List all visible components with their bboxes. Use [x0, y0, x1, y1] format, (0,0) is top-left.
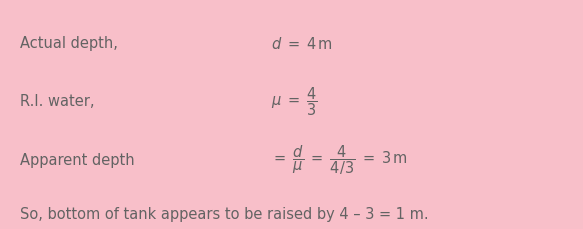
Text: $\mu\;=\;\dfrac{4}{3}$: $\mu\;=\;\dfrac{4}{3}$ [271, 86, 318, 118]
Text: Actual depth,: Actual depth, [20, 36, 118, 51]
Text: $d\;=\;4\,\mathrm{m}$: $d\;=\;4\,\mathrm{m}$ [271, 35, 333, 52]
Text: $=\;\dfrac{d}{\mu}\;=\;\dfrac{4}{4/3}\;=\;3\,\mathrm{m}$: $=\;\dfrac{d}{\mu}\;=\;\dfrac{4}{4/3}\;=… [271, 144, 408, 177]
Text: So, bottom of tank appears to be raised by 4 – 3 = 1 m.: So, bottom of tank appears to be raised … [20, 207, 429, 222]
Text: R.I. water,: R.I. water, [20, 94, 95, 109]
Text: Apparent depth: Apparent depth [20, 153, 135, 168]
